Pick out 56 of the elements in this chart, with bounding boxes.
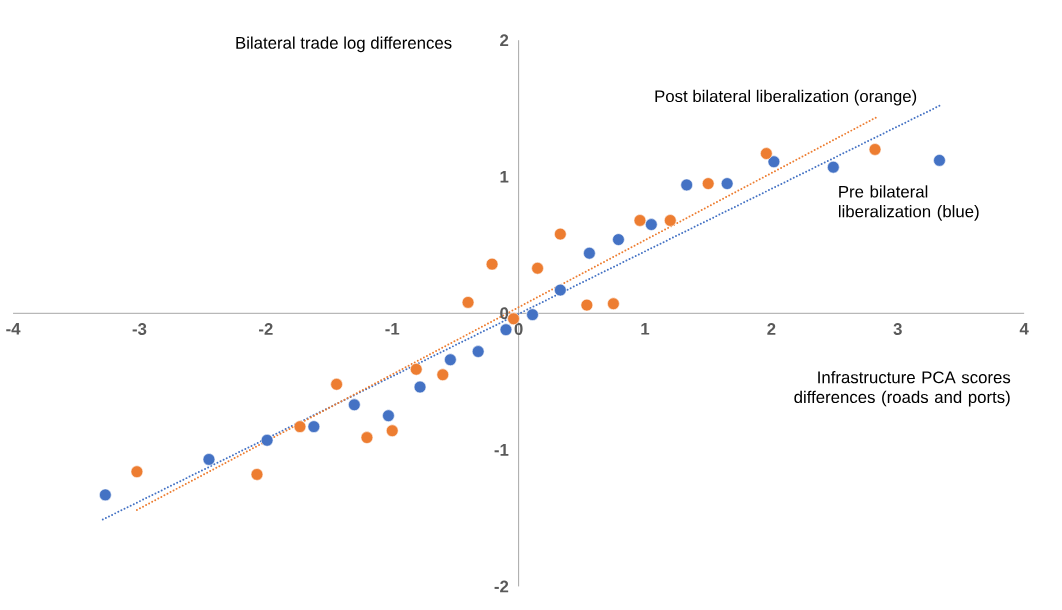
point: [348, 398, 361, 412]
point: [293, 420, 307, 434]
point: [526, 308, 539, 322]
point: [760, 147, 773, 160]
point: [554, 228, 567, 241]
x-tick-label: -4: [6, 323, 21, 335]
y-tick-label: -1: [494, 444, 509, 456]
point: [382, 409, 395, 423]
point: [612, 233, 625, 247]
point: [868, 143, 882, 156]
point: [360, 431, 374, 445]
point: [554, 284, 567, 297]
point: [664, 214, 677, 227]
point: [767, 155, 781, 169]
x-tick-label: -1: [385, 323, 400, 335]
point: [260, 434, 274, 447]
point: [330, 378, 343, 391]
point: [130, 465, 144, 479]
x-tick-label: 2: [767, 323, 776, 335]
point: [202, 453, 216, 466]
y-axis-title: Bilateral trade log differences: [236, 36, 452, 53]
point: [436, 368, 450, 382]
point: [461, 296, 475, 309]
point: [444, 353, 457, 367]
point: [413, 380, 427, 394]
point: [409, 363, 423, 376]
point: [531, 262, 544, 275]
point: [720, 177, 734, 191]
point: [99, 488, 112, 502]
x-tick-label: 4: [1019, 323, 1029, 335]
point: [385, 424, 399, 438]
point: [933, 154, 946, 167]
text: Post bilateral liberalization (orange): [655, 89, 917, 106]
point: [307, 420, 321, 434]
y-tick-label: 1: [500, 171, 509, 183]
point: [633, 214, 647, 227]
point: [701, 177, 715, 191]
x-tick-label: -2: [259, 323, 273, 335]
point: [471, 345, 485, 358]
point: [250, 468, 264, 481]
y-tick-label: 2: [500, 34, 509, 47]
series-label: Pre bilateral liberalization (blue): [838, 185, 979, 221]
point: [499, 323, 513, 337]
x-tick-label: -3: [132, 323, 147, 336]
point: [580, 299, 594, 312]
point: [645, 218, 658, 231]
point: [485, 258, 499, 271]
x-tick-label: 0: [514, 323, 523, 336]
x-tick-label: 1: [641, 323, 650, 335]
point: [827, 161, 840, 174]
point: [607, 297, 620, 311]
point: [680, 178, 693, 192]
x-axis-title: Infrastructure PCA scores differences (roads and ports): [794, 371, 1011, 407]
y-tick-label: -2: [494, 580, 509, 593]
x-tick-label: 3: [893, 323, 902, 336]
point: [583, 247, 596, 260]
